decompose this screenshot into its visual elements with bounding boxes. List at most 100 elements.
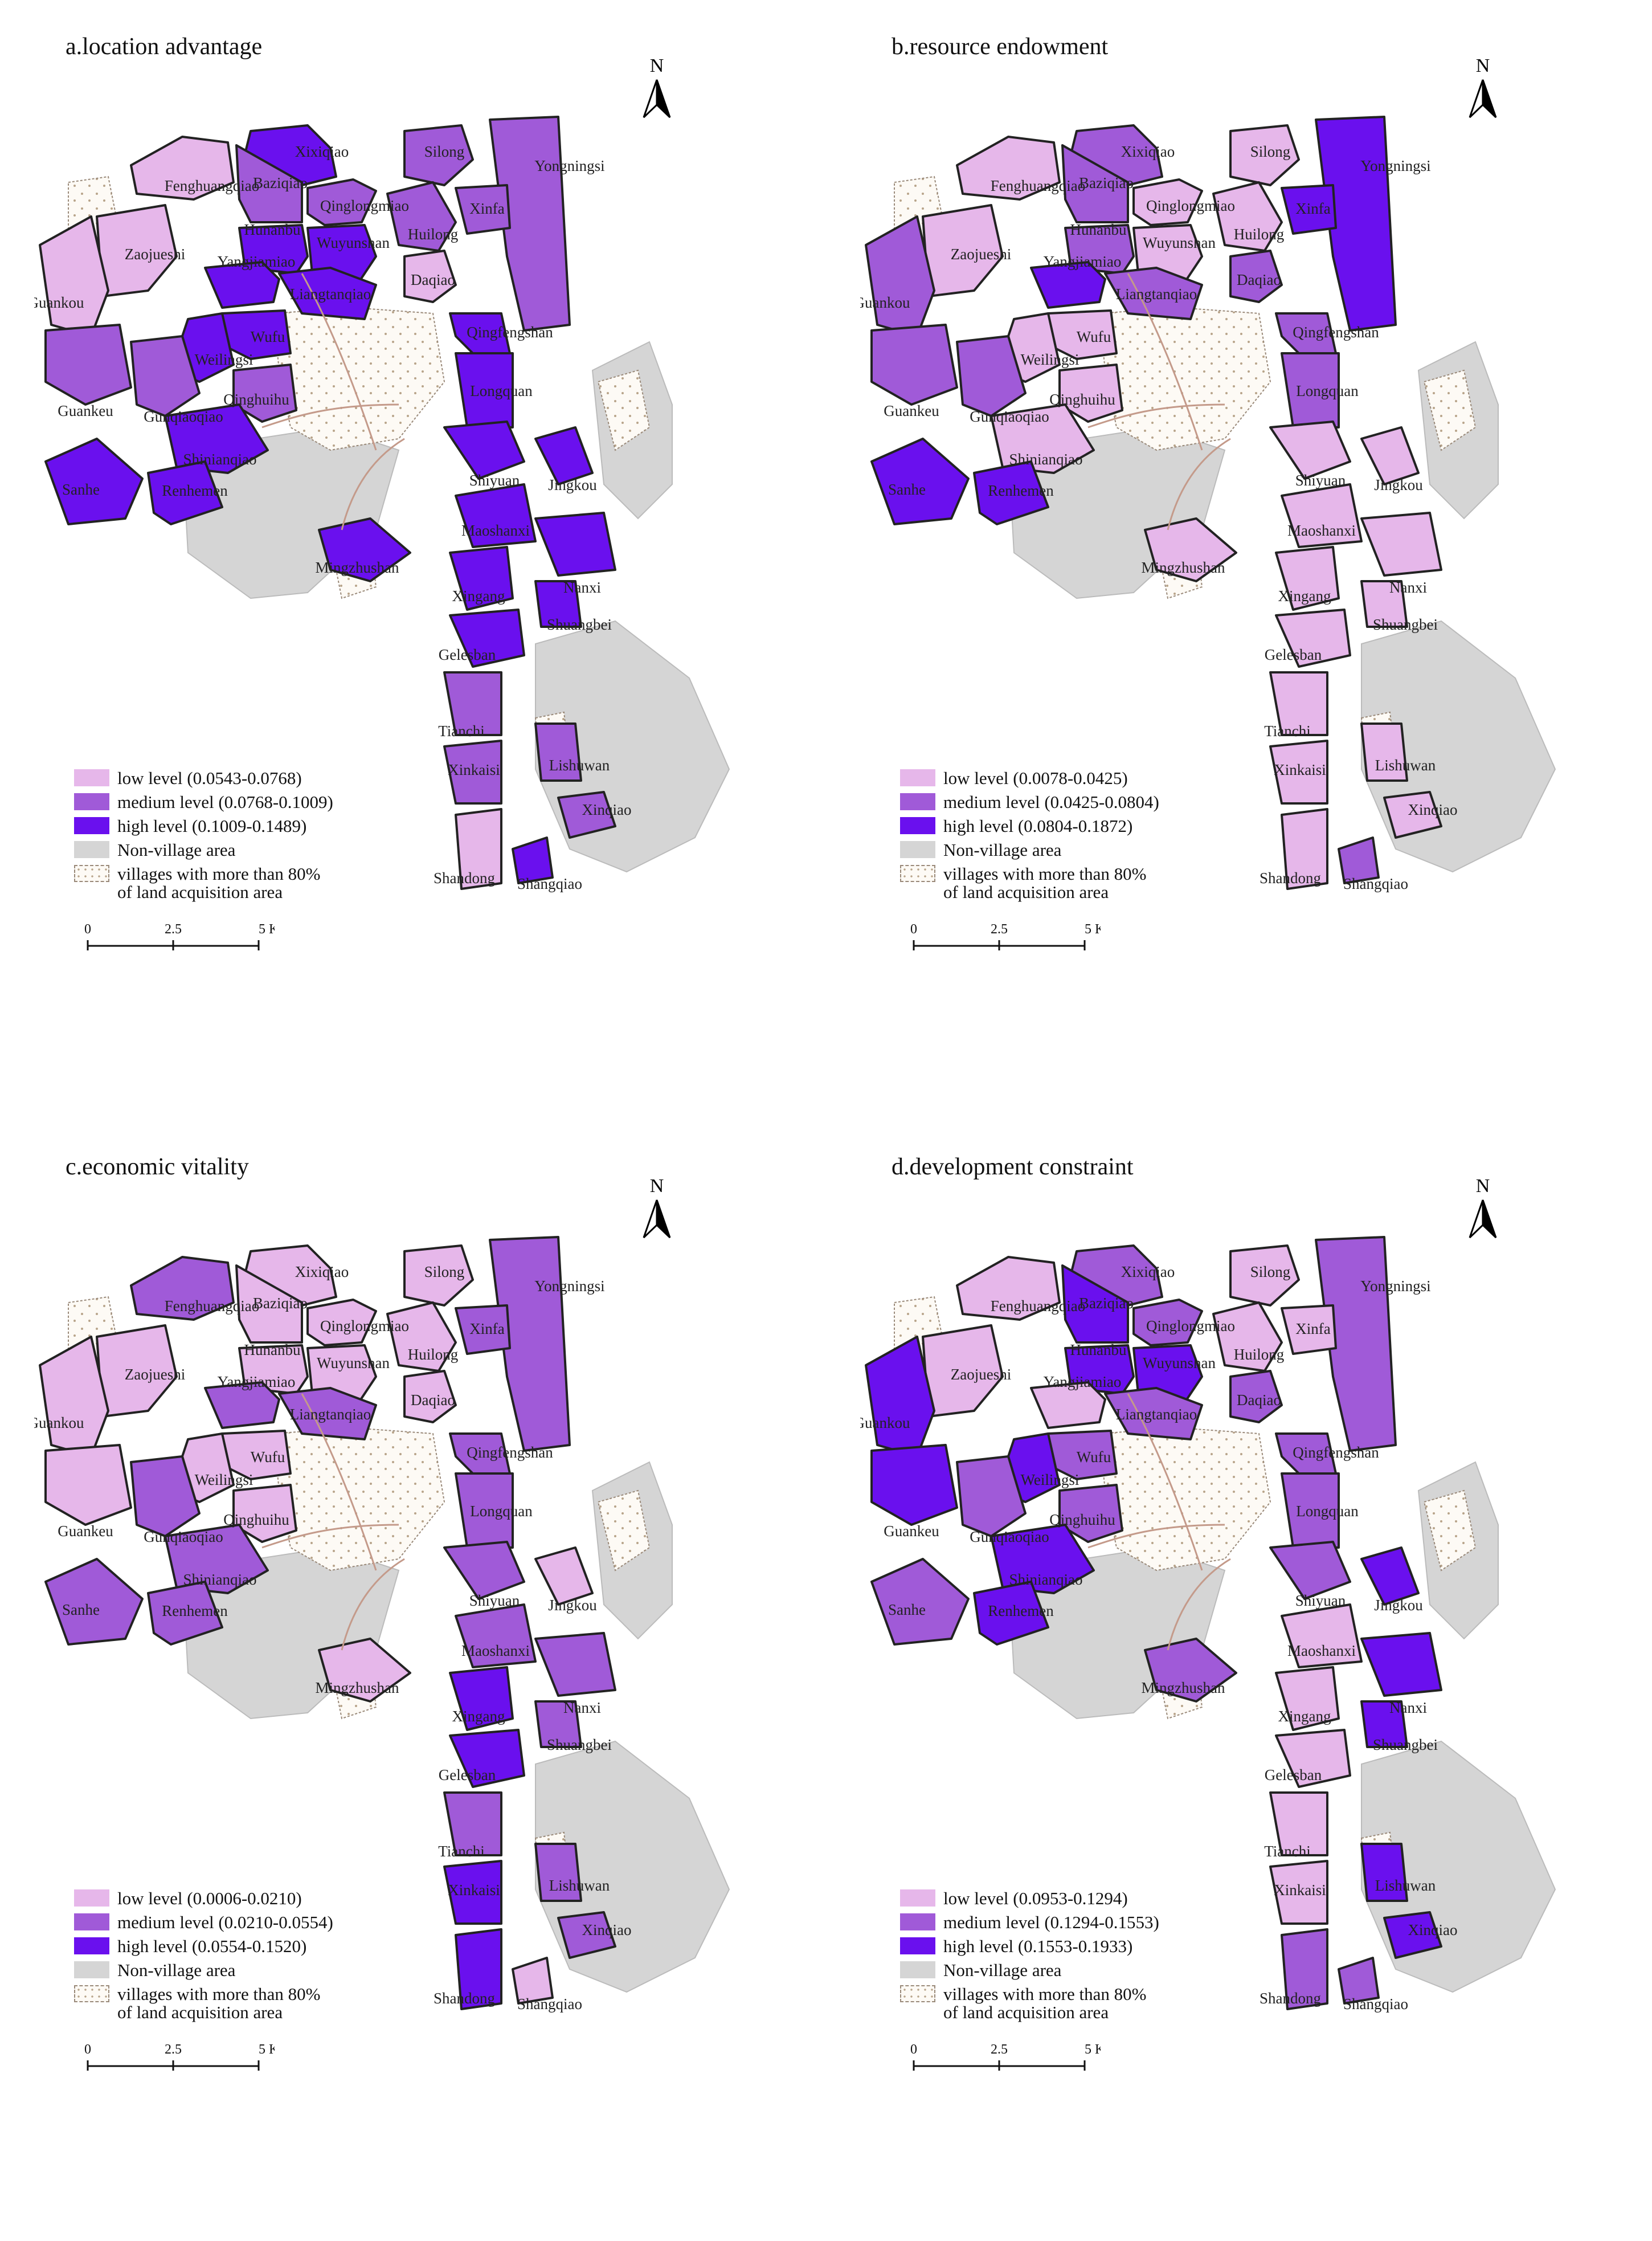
village-label: Shandong	[1260, 1990, 1321, 2007]
village-label: Wufu	[1077, 328, 1111, 345]
legend-label: Non-village area	[117, 1960, 236, 1980]
village-label: Wufu	[251, 1448, 285, 1466]
village-shuangbei	[1360, 580, 1408, 628]
village-baziqiao	[235, 144, 303, 223]
village-label: Guankeu	[58, 402, 113, 419]
legend-item-low: low level (0.0078-0.0425)	[900, 769, 1128, 793]
village-hunanbu	[1064, 1344, 1135, 1395]
village-maoshanxi	[455, 1603, 537, 1668]
village-longquan	[455, 1472, 514, 1549]
village-nanxi	[534, 1632, 616, 1697]
village-label: Gunqiaoqiao	[144, 408, 223, 425]
village-nanxi	[1360, 512, 1442, 577]
village-xinqiao	[557, 791, 616, 839]
village-label: Weilingsi	[195, 351, 253, 368]
village-silong	[403, 124, 474, 186]
legend-label: medium level (0.0210-0.0554)	[117, 1912, 333, 1932]
village-mingzhushan	[1144, 1638, 1237, 1703]
village-gelesban	[1275, 1729, 1351, 1788]
village-tianchi	[443, 671, 502, 736]
legend-label: villages with more than 80%	[943, 1984, 1147, 2004]
village-label: Qinghuihu	[1049, 1511, 1115, 1528]
map-canvas: Xixiqiao Silong Yongningsi FenghuangqiaoBaz…	[34, 116, 730, 892]
village-label: Renhemen	[162, 482, 228, 499]
village-label: Shiyuan	[1295, 1592, 1346, 1609]
village-label: Maoshanxi	[1287, 1642, 1356, 1659]
village-label: Gunqiaoqiao	[970, 408, 1049, 425]
village-yangjiamiao	[1030, 261, 1106, 309]
village-label: Nanxi	[1389, 579, 1427, 596]
village-xinkaisi	[1269, 740, 1328, 805]
village-label: Qinglongmiao	[1146, 1317, 1235, 1334]
legend-item-acquisition: villages with more than 80% of land acqui…	[900, 1984, 1147, 2022]
village-guankou	[39, 215, 109, 337]
village-silong	[403, 1244, 474, 1307]
village-jingkou	[534, 1546, 594, 1606]
village-label: Jingkou	[1374, 1597, 1423, 1614]
village-label: Baziqiao	[253, 1295, 308, 1312]
legend-label: medium level (0.1294-0.1553)	[943, 1912, 1159, 1932]
village-xinkaisi	[443, 1860, 502, 1925]
village-fenghuangqiao	[130, 1256, 235, 1321]
village-huilong	[386, 1301, 457, 1372]
village-label: Shandong	[434, 870, 495, 887]
village-label: Zaojueshi	[125, 246, 185, 263]
legend-swatch	[74, 1889, 109, 1907]
village-guankou	[39, 1336, 109, 1458]
legend-swatch	[74, 841, 109, 858]
village-label: Yangjiamiao	[218, 1373, 296, 1390]
village-daqiao	[403, 1370, 457, 1423]
village-label: Sanhe	[62, 481, 100, 498]
village-label: Mingzhushan	[1142, 559, 1225, 576]
village-baziqiao	[235, 1264, 303, 1344]
village-label: Hunanbu	[244, 221, 301, 238]
legend-label: villages with more than 80%	[943, 864, 1147, 884]
north-label: N	[1476, 1175, 1490, 1197]
village-label: Sanhe	[888, 1601, 926, 1618]
scale-tick-label: 0	[910, 2042, 917, 2057]
village-fenghuangqiao	[956, 136, 1061, 201]
legend-item-non-village: Non-village area	[74, 1961, 235, 1985]
village-label: Shuangbei	[547, 1736, 612, 1753]
village-mingzhushan	[318, 1638, 411, 1703]
scale-tick-label: 2.5	[991, 2042, 1008, 2057]
village-renhemen	[973, 460, 1049, 525]
village-renhemen	[147, 460, 223, 525]
village-shinianqiao	[990, 1524, 1095, 1594]
village-label: Tianchi	[438, 722, 485, 740]
village-label: Xinfa	[469, 1320, 504, 1337]
village-gelesban	[1275, 609, 1351, 668]
village-gelesban	[449, 609, 525, 668]
village-label: Fenghuangqiao	[991, 1297, 1085, 1315]
village-label: Xingang	[452, 587, 505, 605]
village-label: Tianchi	[438, 1843, 485, 1860]
village-label: Renhemen	[988, 482, 1054, 499]
village-label: Shandong	[1260, 870, 1321, 887]
village-label: Shuangbei	[547, 616, 612, 633]
village-daqiao	[1229, 1370, 1283, 1423]
village-label: Hunanbu	[1070, 221, 1127, 238]
village-shinianqiao	[164, 403, 269, 474]
village-label: Xinqiao	[582, 1921, 632, 1938]
legend-swatch	[900, 817, 935, 834]
village-label: Zaojueshi	[951, 246, 1011, 263]
road-line	[1167, 438, 1231, 530]
village-tianchi	[1269, 1791, 1328, 1856]
village-label: Shiyuan	[469, 1592, 520, 1609]
legend-swatch	[74, 793, 109, 810]
legend-label: Non-village area	[117, 840, 236, 860]
road-line	[341, 1558, 405, 1651]
land-acquisition-area	[272, 307, 445, 451]
village-jingkou	[534, 426, 594, 485]
village-label: Qinghuihu	[1049, 391, 1115, 408]
village-hunanbu	[1064, 224, 1135, 275]
village-label: Shiyuan	[1295, 472, 1346, 489]
village-label: Baziqiao	[1079, 174, 1134, 191]
village-label: Xixiqiao	[295, 1263, 349, 1280]
legend-item-low: low level (0.0953-0.1294)	[900, 1889, 1128, 1913]
village-label: Guankeu	[58, 1522, 113, 1540]
village-label: Qingfengshan	[467, 324, 553, 341]
legend-item-acquisition: villages with more than 80% of land acqui…	[900, 864, 1147, 901]
village-daqiao	[1229, 250, 1283, 303]
village-label: Qinglongmiao	[1146, 197, 1235, 214]
